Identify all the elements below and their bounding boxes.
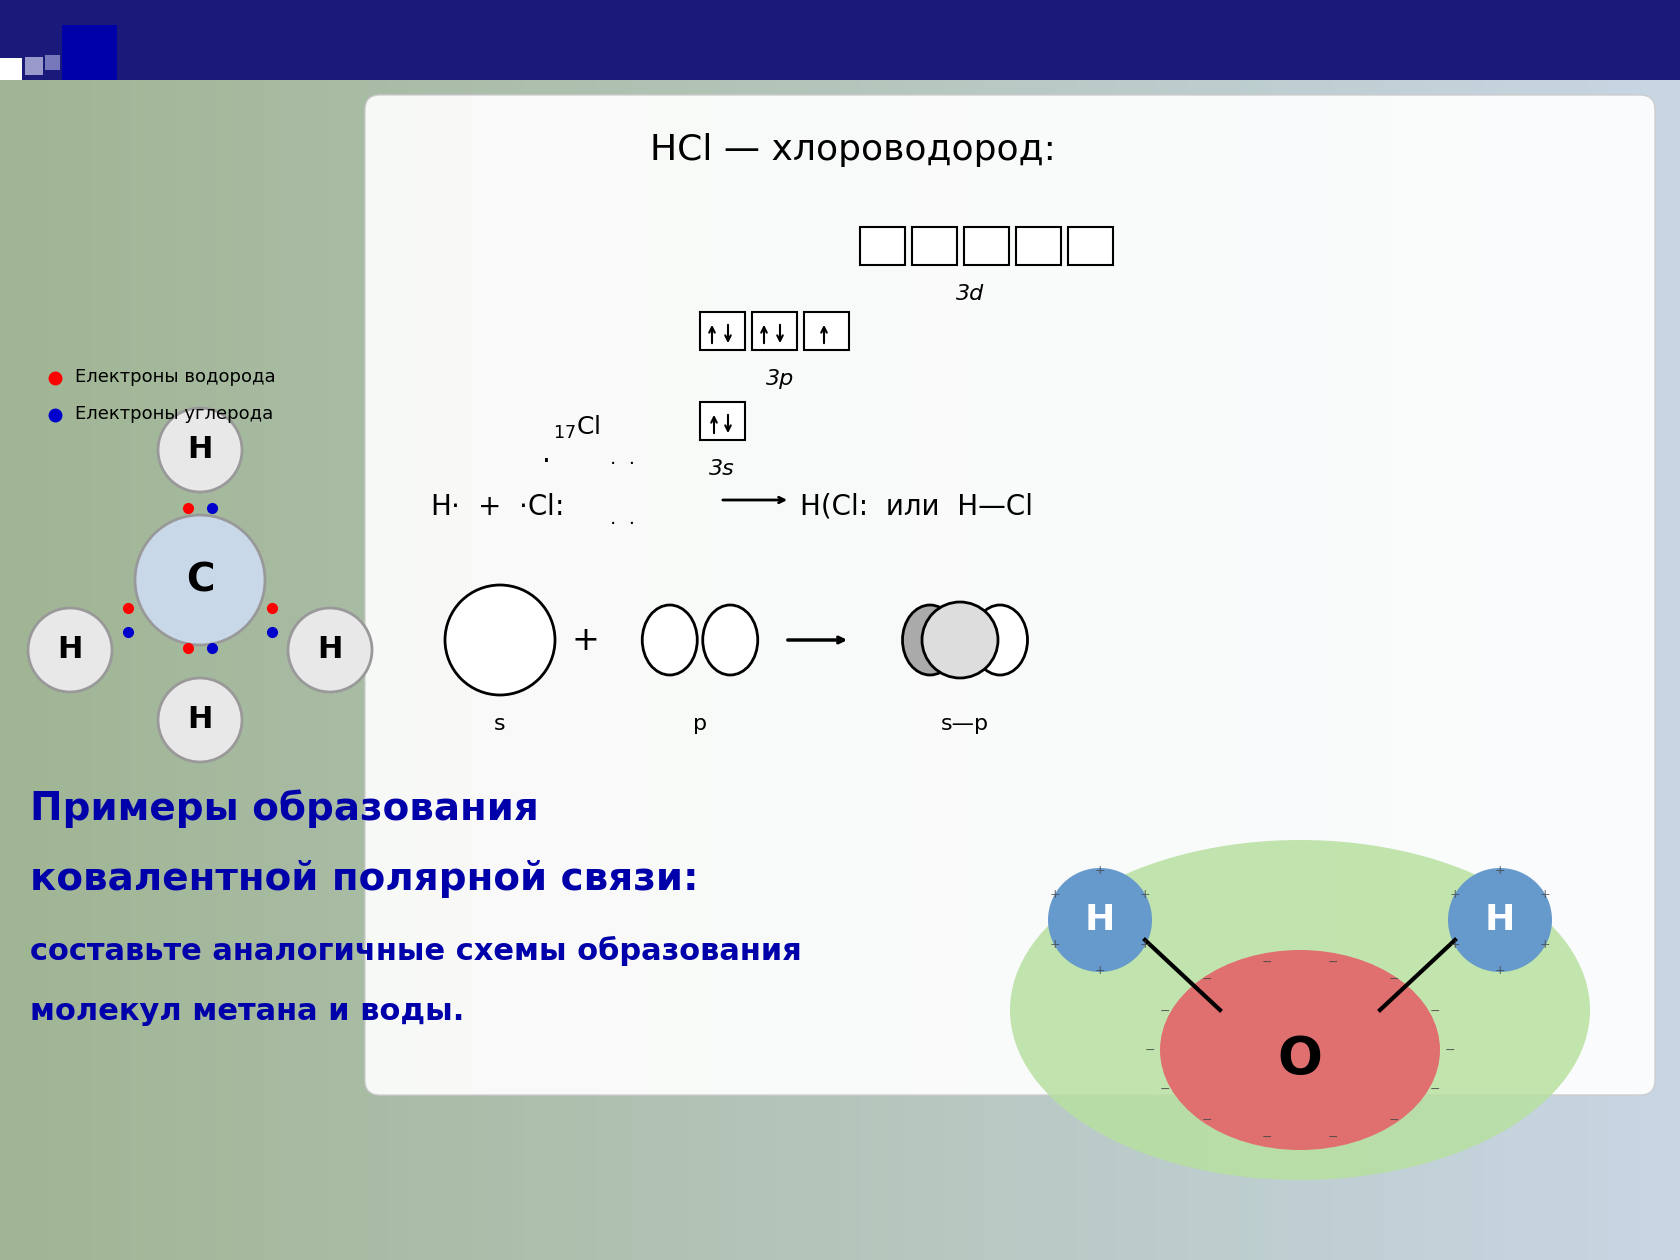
FancyBboxPatch shape bbox=[701, 402, 744, 440]
Text: +: + bbox=[1450, 888, 1460, 901]
Text: 3s: 3s bbox=[709, 459, 734, 479]
Ellipse shape bbox=[902, 605, 958, 675]
Circle shape bbox=[287, 609, 371, 692]
Text: +: + bbox=[1139, 939, 1151, 951]
Text: H: H bbox=[1485, 903, 1515, 937]
Text: −: − bbox=[1430, 1082, 1440, 1095]
FancyBboxPatch shape bbox=[805, 312, 848, 350]
FancyBboxPatch shape bbox=[1068, 227, 1112, 265]
Text: −: − bbox=[1159, 1082, 1169, 1095]
Text: +: + bbox=[1050, 939, 1060, 951]
Ellipse shape bbox=[1010, 840, 1589, 1181]
Circle shape bbox=[134, 515, 265, 645]
FancyBboxPatch shape bbox=[753, 312, 796, 350]
Circle shape bbox=[1448, 868, 1552, 971]
FancyBboxPatch shape bbox=[964, 227, 1010, 265]
Text: +: + bbox=[571, 624, 600, 656]
Text: Електроны водорода: Електроны водорода bbox=[76, 368, 276, 386]
FancyBboxPatch shape bbox=[912, 227, 958, 265]
Text: −: − bbox=[1201, 973, 1211, 987]
Text: HCl — хлороводород:: HCl — хлороводород: bbox=[650, 134, 1055, 168]
Text: −: − bbox=[1445, 1043, 1455, 1056]
Ellipse shape bbox=[702, 605, 758, 675]
Text: +: + bbox=[1050, 888, 1060, 901]
Text: −: − bbox=[1388, 973, 1399, 987]
Text: составьте аналогичные схемы образования: составьте аналогичные схемы образования bbox=[30, 936, 801, 966]
Text: ·: · bbox=[543, 449, 551, 476]
Text: −: − bbox=[1329, 1131, 1339, 1144]
FancyBboxPatch shape bbox=[25, 57, 44, 76]
Text: H(Cl:  или  H—Cl: H(Cl: или H—Cl bbox=[800, 493, 1033, 520]
Text: −: − bbox=[1144, 1043, 1156, 1056]
Text: Примеры образования: Примеры образования bbox=[30, 789, 539, 828]
FancyBboxPatch shape bbox=[0, 58, 22, 79]
Ellipse shape bbox=[1159, 950, 1440, 1150]
FancyBboxPatch shape bbox=[701, 312, 744, 350]
Text: O: O bbox=[1277, 1034, 1322, 1086]
FancyBboxPatch shape bbox=[45, 55, 60, 71]
FancyBboxPatch shape bbox=[62, 25, 118, 79]
Text: ·  ·: · · bbox=[610, 455, 635, 474]
Text: −: − bbox=[1159, 1004, 1169, 1018]
Text: +: + bbox=[1495, 863, 1505, 877]
FancyBboxPatch shape bbox=[1016, 227, 1062, 265]
Text: $_{17}$Cl: $_{17}$Cl bbox=[553, 415, 600, 441]
Text: 3d: 3d bbox=[956, 284, 984, 304]
Text: H: H bbox=[1085, 903, 1116, 937]
Text: ковалентной полярной связи:: ковалентной полярной связи: bbox=[30, 861, 699, 898]
FancyBboxPatch shape bbox=[860, 227, 906, 265]
Circle shape bbox=[158, 678, 242, 762]
Text: +: + bbox=[1139, 888, 1151, 901]
Text: −: − bbox=[1201, 1114, 1211, 1126]
Text: H: H bbox=[186, 706, 213, 735]
Ellipse shape bbox=[642, 605, 697, 675]
Circle shape bbox=[922, 602, 998, 678]
FancyBboxPatch shape bbox=[0, 0, 1680, 79]
Circle shape bbox=[29, 609, 113, 692]
Text: H: H bbox=[57, 635, 82, 664]
Text: C: C bbox=[186, 561, 215, 598]
Circle shape bbox=[445, 585, 554, 696]
Text: −: − bbox=[1388, 1114, 1399, 1126]
Ellipse shape bbox=[973, 605, 1028, 675]
Text: Електроны углерода: Електроны углерода bbox=[76, 404, 274, 423]
Text: H$\cdot$  +  $\cdot$Cl:: H$\cdot$ + $\cdot$Cl: bbox=[430, 493, 563, 520]
Text: +: + bbox=[1539, 888, 1551, 901]
Text: 3p: 3p bbox=[766, 369, 795, 389]
Text: молекул метана и воды.: молекул метана и воды. bbox=[30, 997, 464, 1026]
Text: +: + bbox=[1539, 939, 1551, 951]
Text: p: p bbox=[692, 714, 707, 735]
Text: +: + bbox=[1450, 939, 1460, 951]
Circle shape bbox=[1048, 868, 1152, 971]
Text: −: − bbox=[1430, 1004, 1440, 1018]
Text: +: + bbox=[1495, 964, 1505, 976]
Text: −: − bbox=[1262, 956, 1272, 969]
Text: +: + bbox=[1095, 964, 1105, 976]
Text: −: − bbox=[1329, 956, 1339, 969]
Text: s: s bbox=[494, 714, 506, 735]
FancyBboxPatch shape bbox=[365, 94, 1655, 1095]
Text: +: + bbox=[1095, 863, 1105, 877]
Text: H: H bbox=[318, 635, 343, 664]
Text: s—p: s—p bbox=[941, 714, 990, 735]
Text: H: H bbox=[186, 436, 213, 465]
Circle shape bbox=[158, 408, 242, 491]
Text: −: − bbox=[1262, 1131, 1272, 1144]
Text: ·  ·: · · bbox=[610, 515, 635, 534]
